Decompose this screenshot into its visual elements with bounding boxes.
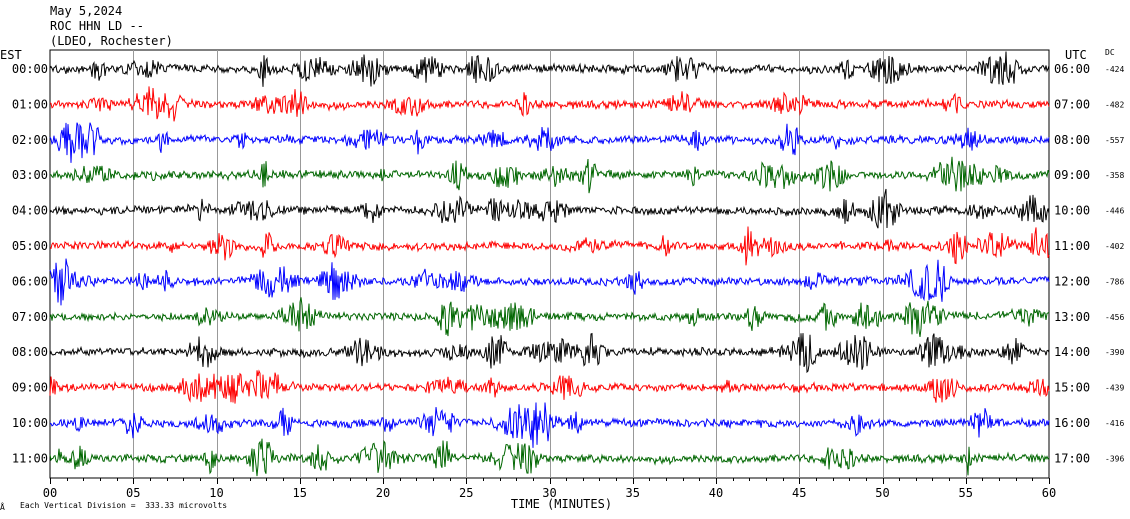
x-tick-label: 55	[959, 486, 973, 500]
left-zone-label: EST	[0, 48, 22, 62]
x-tick-label: 40	[709, 486, 723, 500]
row-est-label: 10:00	[12, 416, 48, 430]
row-utc-label: 16:00	[1054, 416, 1090, 430]
x-tick-label: 35	[626, 486, 640, 500]
seismic-trace	[49, 156, 1050, 194]
x-axis-label: TIME (MINUTES)	[511, 497, 612, 511]
row-dc-label: -786	[1105, 277, 1124, 286]
traces	[49, 51, 1050, 477]
row-est-label: 08:00	[12, 345, 48, 359]
row-utc-label: 09:00	[1054, 168, 1090, 182]
row-utc-label: 11:00	[1054, 239, 1090, 253]
seismic-trace	[49, 226, 1050, 266]
seismic-trace	[49, 51, 1050, 87]
row-dc-label: -439	[1105, 384, 1124, 393]
row-est-label: 11:00	[12, 451, 48, 465]
header-date: May 5,2024	[50, 4, 123, 18]
header-station: ROC HHN LD --	[50, 19, 144, 33]
row-utc-label: 13:00	[1054, 310, 1090, 324]
row-dc-label: -416	[1105, 419, 1124, 428]
row-utc-label: 08:00	[1054, 133, 1090, 147]
row-est-label: 05:00	[12, 239, 48, 253]
x-tick-label: 60	[1042, 486, 1056, 500]
seismic-trace	[49, 369, 1050, 404]
seismic-trace	[49, 438, 1050, 477]
row-dc-label: -390	[1105, 348, 1124, 357]
row-est-label: 02:00	[12, 133, 48, 147]
x-tick-label: 30	[542, 486, 556, 500]
plot-frame	[49, 49, 1050, 479]
row-dc-label: -446	[1105, 207, 1124, 216]
header-network: (LDEO, Rochester)	[50, 34, 173, 48]
row-est-label: 00:00	[12, 62, 48, 76]
seismic-trace	[49, 122, 1050, 163]
row-utc-label: 12:00	[1054, 274, 1090, 288]
seismic-trace	[49, 188, 1050, 229]
row-est-label: 01:00	[12, 97, 48, 111]
right-zone-label: UTC	[1065, 48, 1087, 62]
row-est-label: 07:00	[12, 310, 48, 324]
x-tick-label: 50	[875, 486, 889, 500]
x-tick-label: 05	[126, 486, 140, 500]
x-tick-label: 25	[459, 486, 473, 500]
seismic-trace	[49, 402, 1050, 448]
x-tick-label: 10	[209, 486, 223, 500]
x-tick-label: 00	[43, 486, 57, 500]
x-tick-label: 20	[376, 486, 390, 500]
row-dc-label: -396	[1105, 454, 1124, 463]
row-utc-label: 15:00	[1054, 381, 1090, 395]
dc-label: DC	[1105, 48, 1115, 57]
footer-scale-note: Each Vertical Division = 333.33 microvol…	[20, 501, 228, 510]
row-est-label: 04:00	[12, 204, 48, 218]
x-tick-label: 15	[293, 486, 307, 500]
row-dc-label: -482	[1105, 100, 1124, 109]
row-dc-label: -557	[1105, 136, 1124, 145]
footer-mark: Å	[0, 503, 5, 512]
tick-labels: 00 05 10 15 20 25 30 35 40 45 50 55 60 TIME (MINUTES)…	[12, 62, 1125, 511]
seismic-trace	[49, 332, 1050, 374]
row-est-label: 06:00	[12, 274, 48, 288]
x-tick-label: 45	[792, 486, 806, 500]
grid-lines	[49, 49, 1050, 484]
row-dc-label: -358	[1105, 171, 1124, 180]
row-utc-label: 06:00	[1054, 62, 1090, 76]
row-est-label: 03:00	[12, 168, 48, 182]
row-utc-label: 07:00	[1054, 97, 1090, 111]
row-est-label: 09:00	[12, 381, 48, 395]
row-utc-label: 10:00	[1054, 204, 1090, 218]
row-utc-label: 17:00	[1054, 451, 1090, 465]
seismic-trace	[49, 258, 1050, 306]
row-dc-label: -456	[1105, 313, 1124, 322]
row-dc-label: -424	[1105, 65, 1124, 74]
seismic-trace	[49, 86, 1050, 122]
seismic-trace	[49, 297, 1050, 337]
row-utc-label: 14:00	[1054, 345, 1090, 359]
row-dc-label: -402	[1105, 242, 1124, 251]
